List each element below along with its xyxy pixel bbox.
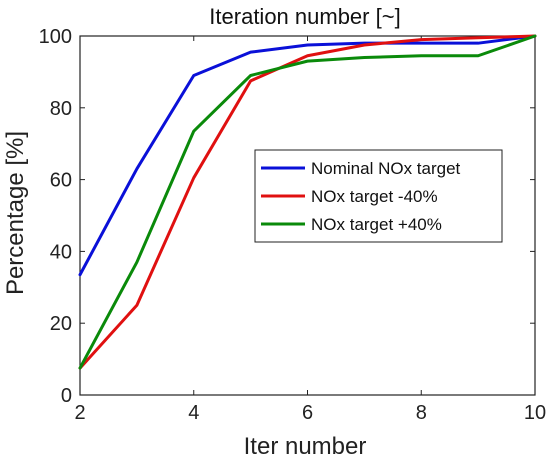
- legend-label-1: Nominal NOx target: [311, 159, 461, 178]
- series-line-3: [78, 34, 537, 370]
- x-tick-label: 6: [302, 402, 313, 424]
- y-tick-label: 60: [50, 170, 72, 192]
- x-axis-title: Iter number: [244, 433, 367, 460]
- y-tick-label: 0: [61, 385, 72, 407]
- series-line-1: [78, 34, 537, 277]
- x-tick-label: 10: [524, 402, 546, 424]
- legend-label-2: NOx target -40%: [311, 187, 438, 206]
- x-tick-label: 4: [188, 402, 199, 424]
- y-tick-label: 80: [50, 98, 72, 120]
- legend: Nominal NOx target NOx target -40% NOx tar…: [254, 149, 503, 243]
- y-axis-title: Percentage [%]: [2, 131, 29, 295]
- legend-label-3: NOx target +40%: [311, 215, 442, 234]
- x-tick-label: 8: [416, 402, 427, 424]
- x-tick-label: 2: [74, 402, 85, 424]
- chart-title: Iteration number [~]: [209, 4, 400, 29]
- y-tick-label: 20: [50, 313, 72, 335]
- series-line-2: [78, 34, 537, 370]
- y-tick-label: 100: [39, 26, 72, 48]
- y-tick-label: 40: [50, 241, 72, 263]
